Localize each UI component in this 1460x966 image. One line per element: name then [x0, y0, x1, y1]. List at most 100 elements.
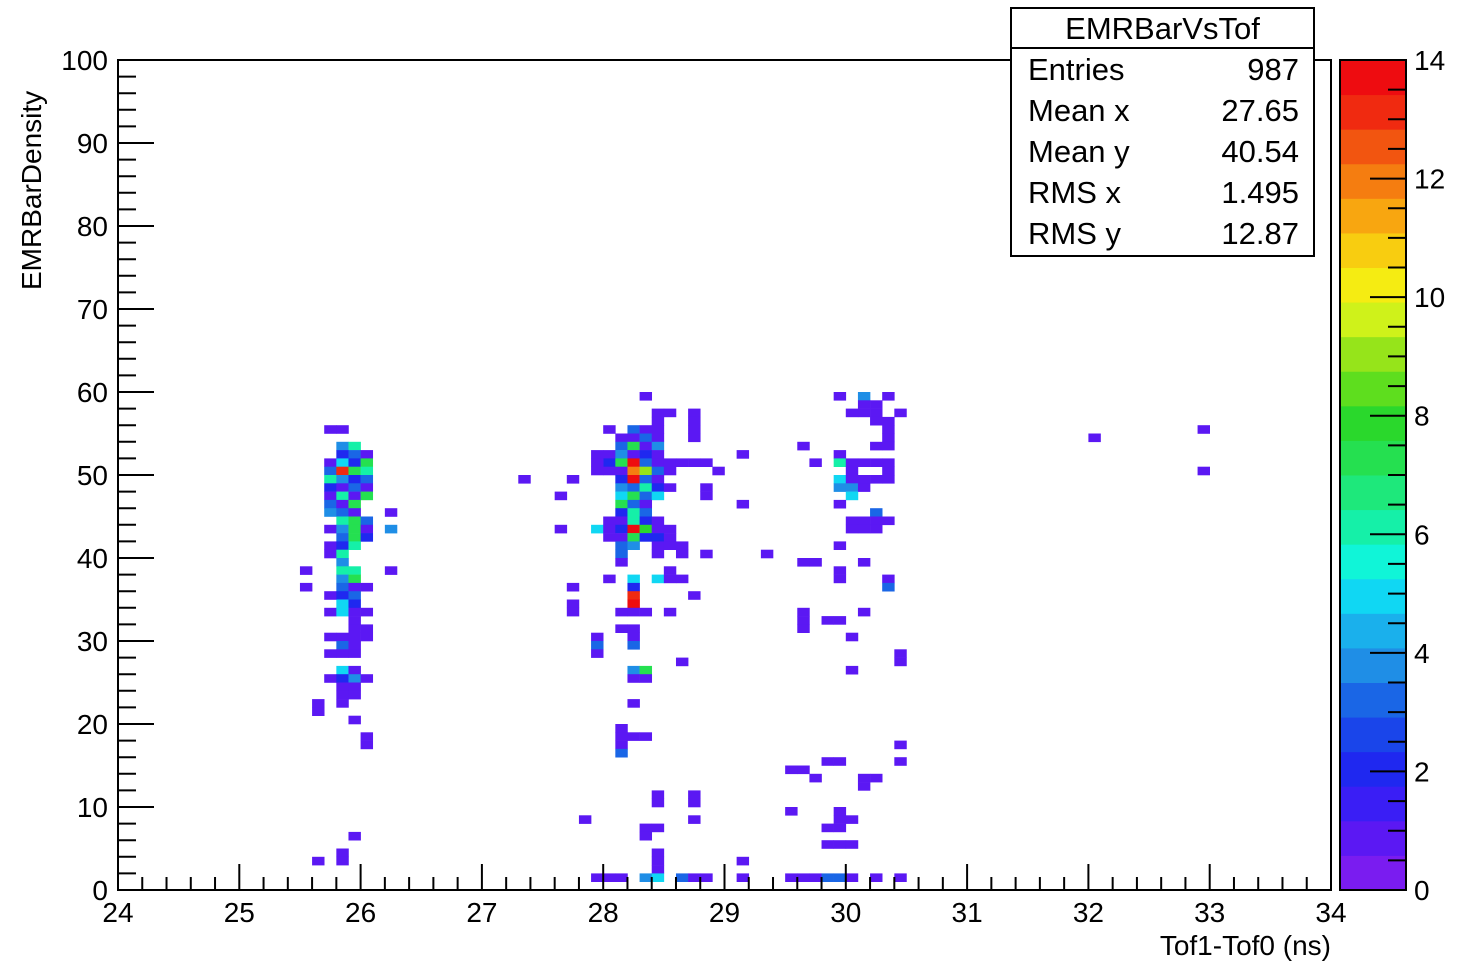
heatmap-cell — [336, 582, 349, 592]
heatmap-cell — [360, 491, 374, 501]
heatmap-cell — [882, 416, 895, 426]
heatmap-cell — [663, 408, 677, 418]
heatmap-cell — [336, 466, 349, 476]
y-tick-label: 70 — [77, 294, 108, 325]
heatmap-cell — [336, 499, 349, 509]
heatmap-cell — [663, 466, 677, 476]
heatmap-cell — [324, 549, 337, 559]
x-tick-label: 24 — [102, 897, 133, 928]
heatmap-cell — [336, 450, 349, 459]
heatmap-cell — [627, 591, 640, 600]
heatmap-cell — [651, 865, 665, 874]
heatmap-cell — [360, 732, 374, 741]
heatmap-cell — [336, 425, 349, 434]
heatmap-cell — [336, 574, 349, 584]
heatmap-cell — [615, 475, 628, 484]
heatmap-cell — [324, 632, 337, 642]
stats-label: RMS y — [1028, 216, 1121, 251]
heatmap-cell — [857, 408, 871, 418]
z-tick-label: 14 — [1414, 45, 1445, 76]
heatmap-cell — [882, 425, 895, 434]
heatmap-cell — [651, 450, 665, 459]
heatmap-cell — [348, 508, 361, 517]
heatmap-cell — [348, 665, 361, 675]
x-axis-label: Tof1-Tof0 (ns) — [1160, 930, 1331, 961]
heatmap-cell — [348, 682, 361, 692]
heatmap-cell — [857, 782, 871, 791]
color-scale-segment — [1340, 613, 1406, 649]
y-axis: 0 10 20 30 40 50 60 70 80 90 100 — [61, 45, 154, 906]
heatmap-cell — [845, 665, 859, 675]
heatmap-cell — [833, 815, 847, 824]
heatmap-cell — [627, 674, 640, 683]
heatmap-cell — [663, 483, 677, 492]
heatmap-cell — [870, 458, 883, 467]
heatmap-cell — [627, 433, 640, 443]
heatmap-cell — [857, 475, 871, 484]
heatmap-cell — [651, 441, 665, 451]
heatmap-cell — [603, 425, 616, 434]
heatmap-cell — [336, 458, 349, 467]
heatmap-cell — [651, 798, 665, 808]
heatmap-cell — [615, 499, 628, 509]
heatmap-cell — [324, 466, 337, 476]
heatmap-cell — [639, 425, 653, 434]
heatmap-cell — [833, 541, 847, 550]
heatmap-cell — [870, 416, 883, 426]
y-tick-label: 60 — [77, 377, 108, 408]
heatmap-cell — [312, 856, 325, 866]
heatmap-cell — [627, 475, 640, 484]
heatmap-cell — [336, 475, 349, 484]
heatmap-cell — [833, 574, 847, 584]
heatmap-cell — [760, 549, 774, 559]
heatmap-cell — [615, 483, 628, 492]
heatmap-cell — [845, 632, 859, 642]
heatmap-cell — [348, 649, 361, 658]
heatmap-cell — [324, 425, 337, 434]
color-scale-ticks: 0 2 4 6 8 10 12 14 — [1370, 45, 1445, 906]
heatmap-cell — [651, 533, 665, 542]
heatmap-cell — [857, 400, 871, 409]
heatmap-cell — [312, 699, 325, 708]
heatmap-cell — [591, 524, 604, 534]
heatmap-cell — [675, 574, 689, 584]
heatmap-cell — [639, 674, 653, 683]
heatmap-cell — [348, 475, 361, 484]
heatmap-cell — [639, 499, 653, 509]
heatmap-cell — [627, 732, 640, 741]
heatmap-cell — [348, 541, 361, 550]
heatmap-cell — [348, 450, 361, 459]
heatmap-cell — [845, 466, 859, 476]
heatmap-cell — [615, 624, 628, 633]
heatmap-cell — [857, 516, 871, 526]
color-scale-segment — [1340, 163, 1406, 199]
heatmap-cell — [833, 757, 847, 766]
heatmap-cell — [894, 740, 907, 750]
heatmap-cell — [845, 475, 859, 484]
heatmap-cell — [603, 466, 616, 476]
heatmap-cell — [651, 524, 665, 534]
heatmap-cell — [688, 416, 701, 426]
heatmap-cell — [736, 856, 750, 866]
heatmap-cell — [336, 699, 349, 708]
z-tick-label: 10 — [1414, 282, 1445, 313]
heatmap-cell — [603, 450, 616, 459]
color-scale — [1339, 59, 1407, 891]
heatmap-cell — [591, 466, 604, 476]
color-scale-segment — [1340, 336, 1406, 372]
heatmap-cell — [639, 516, 653, 526]
heatmap-cell — [651, 873, 665, 882]
x-tick-label: 29 — [709, 897, 740, 928]
heatmap-cell — [360, 740, 374, 750]
heatmap-cell — [360, 458, 374, 467]
heatmap-cell — [688, 425, 701, 434]
heatmap-cell — [627, 624, 640, 633]
heatmap-cell — [336, 641, 349, 650]
heatmap-cell — [615, 433, 628, 443]
heatmap-cell — [324, 458, 337, 467]
heatmap-cell — [821, 840, 834, 849]
heatmap-cell — [894, 757, 907, 766]
color-scale-segment — [1340, 405, 1406, 441]
x-tick-label: 34 — [1315, 897, 1346, 928]
heatmap-cell — [627, 541, 640, 550]
